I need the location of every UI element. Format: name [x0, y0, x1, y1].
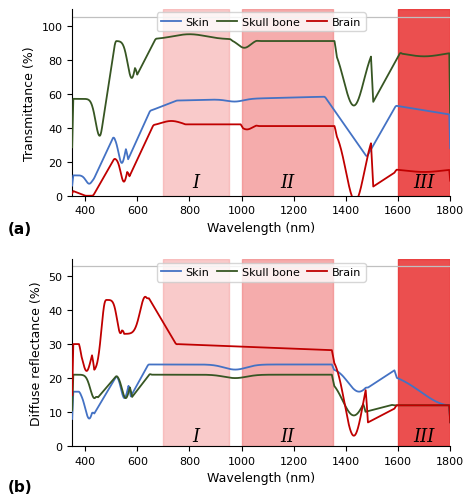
Skin — [253, 363, 259, 369]
Brain — [437, 169, 442, 175]
Brain — [437, 402, 442, 408]
Skin — [243, 98, 249, 104]
Skin — [437, 111, 442, 117]
Bar — [164, 10, 228, 196]
Skull bone — [437, 53, 442, 59]
Brain — [253, 123, 259, 129]
Line: Skin: Skin — [72, 365, 450, 422]
Bar — [164, 260, 228, 446]
Text: III: III — [413, 174, 435, 192]
Skull bone — [437, 402, 442, 408]
Skin — [321, 95, 327, 101]
Skin — [243, 365, 249, 371]
Text: (a): (a) — [8, 222, 32, 236]
Skin — [367, 149, 373, 155]
Skin — [89, 180, 94, 186]
Line: Skull bone: Skull bone — [72, 374, 450, 422]
Bar — [242, 10, 333, 196]
Brain — [69, 191, 75, 197]
Brain — [69, 392, 75, 398]
Text: II: II — [280, 174, 294, 192]
Skull bone — [447, 419, 453, 425]
Brain — [367, 418, 373, 424]
Skin — [437, 400, 442, 406]
Y-axis label: Diffuse reflectance (%): Diffuse reflectance (%) — [30, 281, 43, 425]
Skull bone — [243, 374, 249, 380]
Brain — [447, 419, 453, 425]
Skull bone — [69, 408, 75, 414]
Bar — [242, 260, 333, 446]
Skin — [447, 146, 453, 152]
Line: Brain: Brain — [72, 122, 450, 201]
Bar — [398, 10, 450, 196]
Skin — [253, 96, 259, 102]
Brain — [243, 127, 249, 133]
Skull bone — [89, 390, 94, 396]
Y-axis label: Transmittance (%): Transmittance (%) — [23, 46, 36, 160]
Skull bone — [447, 110, 453, 116]
Skull bone — [69, 145, 75, 151]
Legend: Skin, Skull bone, Brain: Skin, Skull bone, Brain — [157, 14, 365, 32]
Skull bone — [253, 373, 259, 379]
Bar — [398, 260, 450, 446]
Skin — [69, 183, 75, 189]
Skin — [447, 419, 453, 425]
Brain — [253, 345, 259, 351]
Skin — [437, 400, 442, 406]
Brain — [447, 178, 453, 184]
Text: III: III — [413, 427, 435, 445]
Brain — [168, 119, 174, 125]
Skull bone — [147, 371, 153, 377]
Brain — [367, 143, 373, 149]
X-axis label: Wavelength (nm): Wavelength (nm) — [207, 221, 315, 234]
Skin — [89, 412, 94, 418]
Line: Skull bone: Skull bone — [72, 35, 450, 148]
Skin — [146, 362, 152, 368]
Skin — [69, 416, 75, 422]
Skin — [437, 111, 442, 117]
Text: I: I — [192, 427, 200, 445]
Brain — [243, 344, 249, 350]
Skull bone — [89, 102, 94, 108]
Text: II: II — [280, 427, 294, 445]
Skull bone — [367, 57, 373, 63]
Brain — [352, 198, 358, 204]
Line: Skin: Skin — [72, 98, 450, 186]
Brain — [143, 294, 148, 300]
Skin — [367, 383, 373, 389]
Brain — [89, 355, 94, 361]
Text: (b): (b) — [8, 479, 33, 494]
Brain — [351, 433, 356, 439]
Brain — [437, 402, 442, 408]
Skull bone — [187, 32, 192, 38]
Legend: Skin, Skull bone, Brain: Skin, Skull bone, Brain — [157, 263, 365, 282]
Skull bone — [367, 408, 373, 414]
Line: Brain: Brain — [72, 297, 450, 436]
Skull bone — [437, 53, 442, 59]
Skull bone — [437, 402, 442, 408]
Brain — [89, 193, 94, 199]
Text: I: I — [192, 174, 200, 192]
Skull bone — [243, 46, 249, 52]
X-axis label: Wavelength (nm): Wavelength (nm) — [207, 471, 315, 484]
Skull bone — [253, 39, 259, 45]
Brain — [437, 169, 442, 175]
